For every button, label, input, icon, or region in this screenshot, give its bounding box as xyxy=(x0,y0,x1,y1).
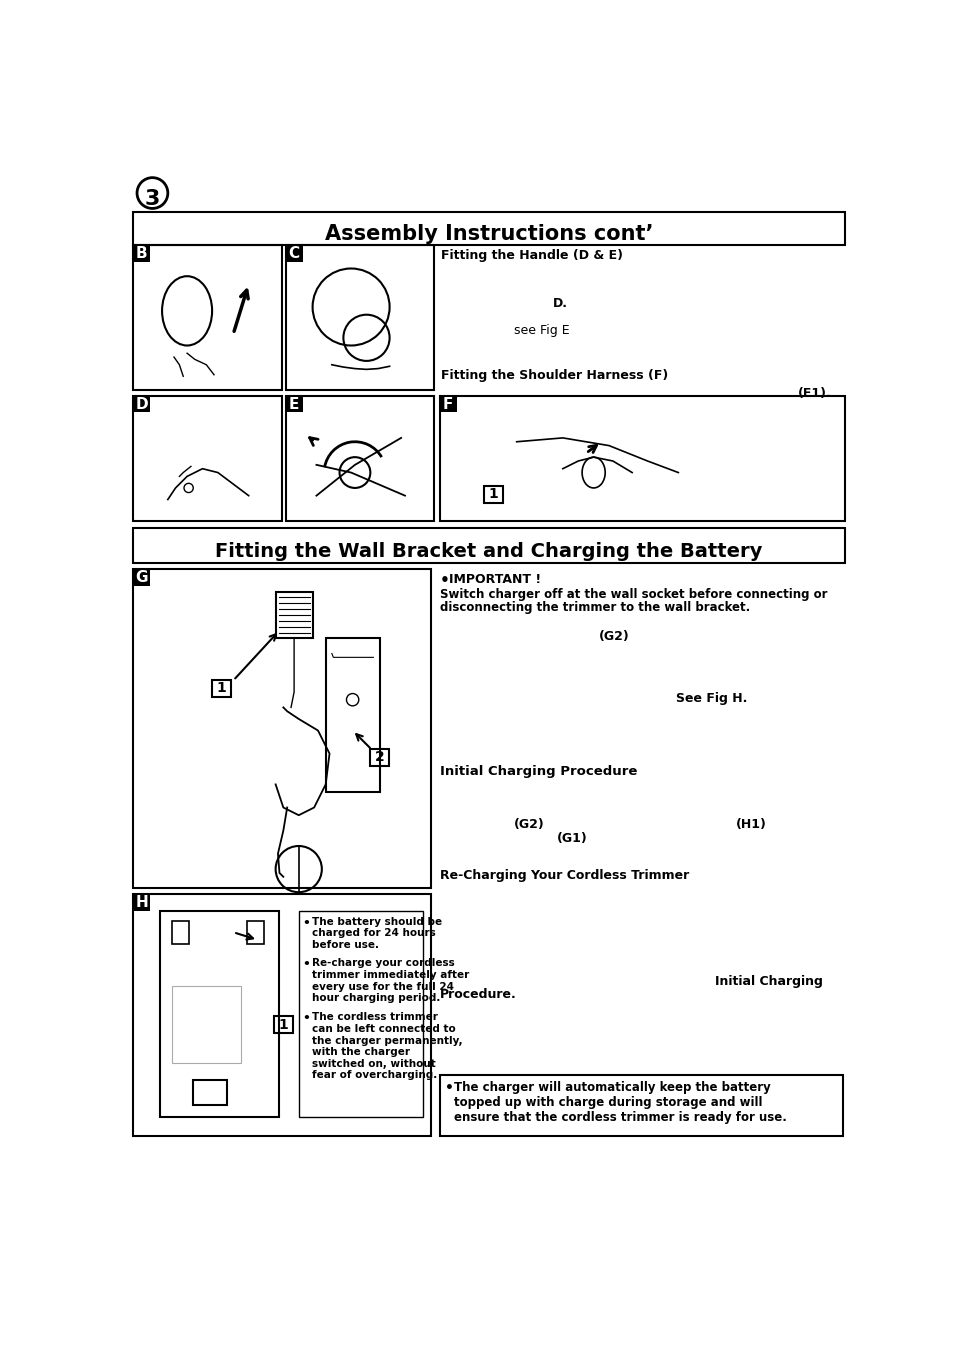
Bar xyxy=(285,396,434,521)
Bar xyxy=(439,1075,842,1136)
Bar xyxy=(133,569,431,888)
Text: Fitting the Shoulder Harness (F): Fitting the Shoulder Harness (F) xyxy=(440,369,668,381)
Bar xyxy=(133,396,281,521)
Bar xyxy=(172,986,241,1063)
Bar xyxy=(247,921,264,944)
Bar xyxy=(298,911,423,1117)
Text: D.: D. xyxy=(552,297,567,310)
Text: 1: 1 xyxy=(278,1018,288,1032)
Bar xyxy=(285,396,302,412)
Text: Procedure.: Procedure. xyxy=(439,988,516,1000)
Text: (G1): (G1) xyxy=(557,831,587,845)
Text: G: G xyxy=(135,569,148,585)
Bar xyxy=(172,921,189,944)
Bar xyxy=(193,1080,227,1105)
Text: 3: 3 xyxy=(145,189,160,210)
Bar xyxy=(160,911,279,1117)
Text: •: • xyxy=(439,573,449,588)
Bar xyxy=(212,680,232,696)
Bar xyxy=(133,212,843,245)
Bar xyxy=(285,246,302,262)
Text: 1: 1 xyxy=(488,487,497,502)
Bar xyxy=(439,396,456,412)
Text: •: • xyxy=(302,917,310,930)
Text: Re-Charging Your Cordless Trimmer: Re-Charging Your Cordless Trimmer xyxy=(439,869,688,882)
Bar xyxy=(325,638,379,792)
Text: •: • xyxy=(302,959,310,972)
Text: Fitting the Wall Bracket and Charging the Battery: Fitting the Wall Bracket and Charging th… xyxy=(215,542,761,561)
Bar xyxy=(285,246,434,391)
Bar xyxy=(133,246,150,262)
Text: •: • xyxy=(444,1080,454,1095)
Text: see Fig E: see Fig E xyxy=(514,324,569,337)
Text: B: B xyxy=(135,246,148,261)
Text: Fitting the Handle (D & E): Fitting the Handle (D & E) xyxy=(440,249,622,262)
Text: H: H xyxy=(135,895,148,910)
Text: Initial Charging: Initial Charging xyxy=(714,975,821,987)
Text: 1: 1 xyxy=(216,681,227,695)
Bar xyxy=(133,246,281,391)
Text: Initial Charging Procedure: Initial Charging Procedure xyxy=(439,765,637,779)
Text: •: • xyxy=(302,1013,310,1025)
Bar xyxy=(275,592,313,638)
Text: The charger will automatically keep the battery
topped up with charge during sto: The charger will automatically keep the … xyxy=(454,1080,786,1124)
Bar xyxy=(274,1017,293,1033)
Text: 2: 2 xyxy=(375,750,384,764)
Text: (F1).: (F1). xyxy=(797,387,831,400)
Bar xyxy=(133,529,843,564)
Text: disconnecting the trimmer to the wall bracket.: disconnecting the trimmer to the wall br… xyxy=(439,602,749,614)
Text: (G2): (G2) xyxy=(514,818,544,831)
Text: See Fig H.: See Fig H. xyxy=(676,692,746,704)
Text: F: F xyxy=(442,396,453,411)
Text: The cordless trimmer
can be left connected to
the charger permanently,
with the : The cordless trimmer can be left connect… xyxy=(312,1013,462,1080)
Text: IMPORTANT !: IMPORTANT ! xyxy=(449,573,540,585)
Bar xyxy=(439,396,843,521)
Bar xyxy=(133,569,150,585)
Bar xyxy=(133,894,431,1136)
Text: C: C xyxy=(288,246,299,261)
Text: The battery should be
charged for 24 hours
before use.: The battery should be charged for 24 hou… xyxy=(312,917,441,950)
Bar xyxy=(370,749,389,767)
Text: E: E xyxy=(289,396,299,411)
Text: Re-charge your cordless
trimmer immediately after
every use for the full 24
hour: Re-charge your cordless trimmer immediat… xyxy=(312,959,469,1003)
Bar xyxy=(133,396,150,412)
Text: D: D xyxy=(135,396,148,411)
Text: (G2): (G2) xyxy=(598,630,629,644)
Text: Assembly Instructions cont’: Assembly Instructions cont’ xyxy=(324,224,653,243)
Bar xyxy=(483,485,502,503)
Text: (H1): (H1) xyxy=(736,818,766,831)
Text: Switch charger off at the wall socket before connecting or: Switch charger off at the wall socket be… xyxy=(439,588,826,602)
Bar xyxy=(133,894,150,911)
